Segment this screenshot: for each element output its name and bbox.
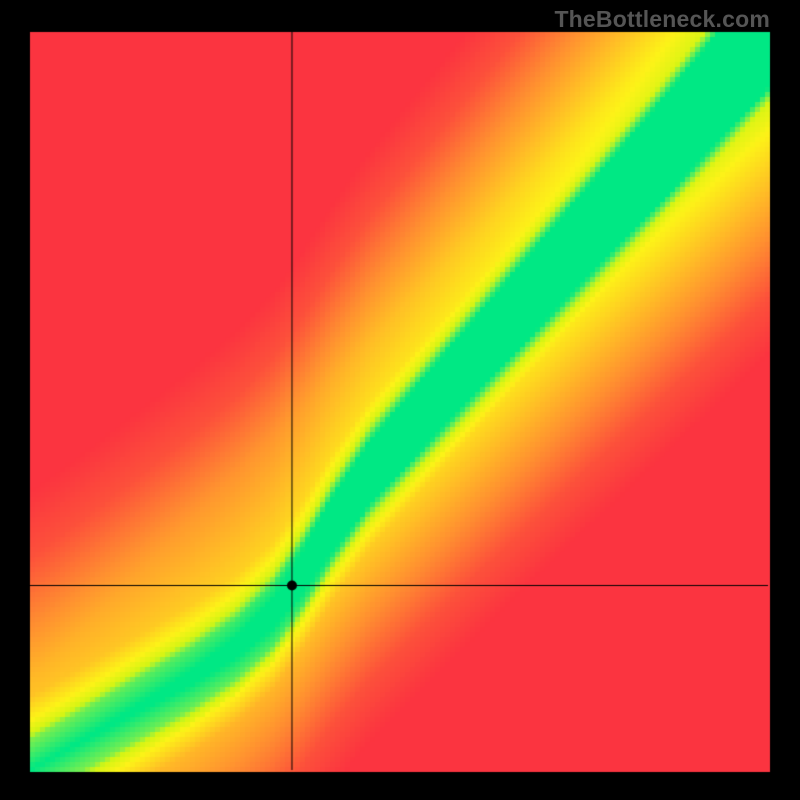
chart-container: TheBottleneck.com <box>0 0 800 800</box>
bottleneck-heatmap <box>0 0 800 800</box>
watermark-text: TheBottleneck.com <box>554 6 770 33</box>
